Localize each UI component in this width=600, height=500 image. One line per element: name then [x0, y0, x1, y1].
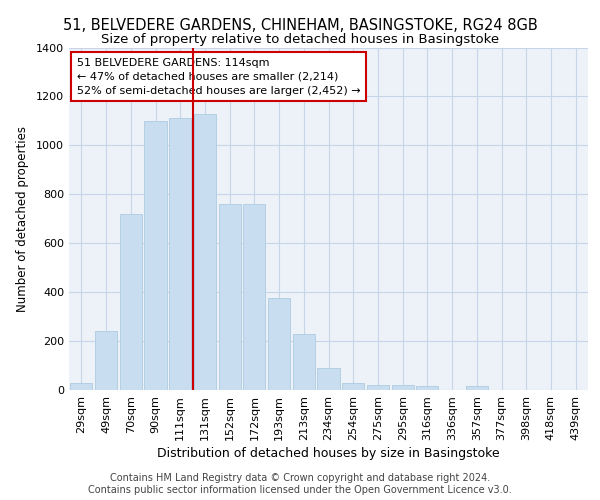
Bar	[392, 385, 414, 390]
Bar	[145, 121, 167, 390]
Text: 51 BELVEDERE GARDENS: 114sqm
← 47% of detached houses are smaller (2,214)
52% of: 51 BELVEDERE GARDENS: 114sqm ← 47% of de…	[77, 58, 361, 96]
Text: Size of property relative to detached houses in Basingstoke: Size of property relative to detached ho…	[101, 32, 499, 46]
Y-axis label: Number of detached properties: Number of detached properties	[16, 126, 29, 312]
Text: Contains HM Land Registry data © Crown copyright and database right 2024.
Contai: Contains HM Land Registry data © Crown c…	[88, 474, 512, 495]
Bar	[169, 118, 191, 390]
Bar	[416, 386, 439, 390]
Bar	[317, 368, 340, 390]
Bar	[268, 298, 290, 390]
Bar	[243, 204, 265, 390]
Bar	[218, 204, 241, 390]
Bar	[95, 332, 117, 390]
X-axis label: Distribution of detached houses by size in Basingstoke: Distribution of detached houses by size …	[157, 447, 500, 460]
Bar	[293, 334, 315, 390]
Bar	[342, 382, 364, 390]
Bar	[367, 385, 389, 390]
Bar	[194, 114, 216, 390]
Bar	[70, 382, 92, 390]
Bar	[466, 386, 488, 390]
Text: 51, BELVEDERE GARDENS, CHINEHAM, BASINGSTOKE, RG24 8GB: 51, BELVEDERE GARDENS, CHINEHAM, BASINGS…	[62, 18, 538, 32]
Bar	[119, 214, 142, 390]
